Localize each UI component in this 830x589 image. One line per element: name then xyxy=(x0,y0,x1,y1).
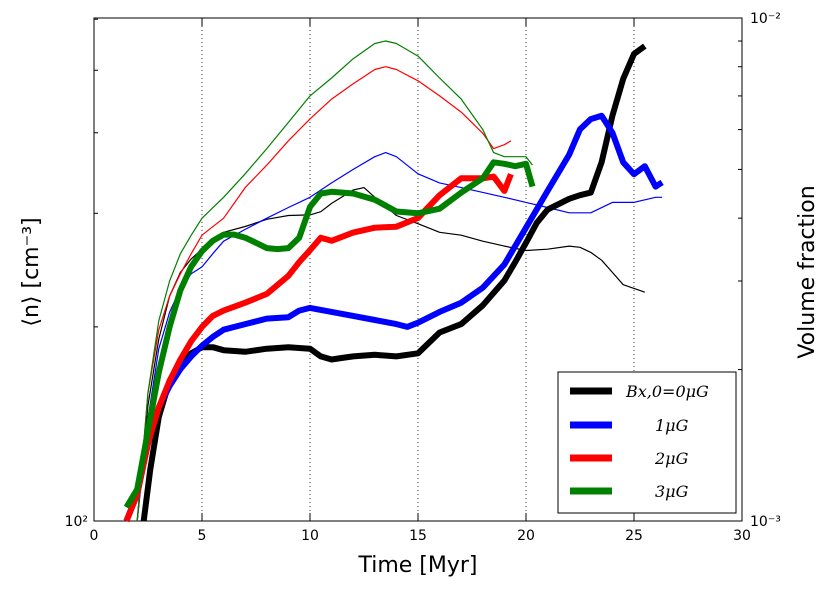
series-line-2 xyxy=(123,173,514,523)
y-right-tick-label: 10⁻³ xyxy=(750,514,781,530)
series-line-6 xyxy=(136,66,512,522)
x-tick-label: 30 xyxy=(733,528,751,544)
legend-label-2ug: 2μG xyxy=(654,449,689,468)
y-left-tick-label: 10² xyxy=(65,514,88,530)
series-line-3 xyxy=(123,159,536,509)
plot-area xyxy=(93,17,743,523)
x-tick-labels: 0 5 10 15 20 25 30 xyxy=(90,528,751,544)
legend-label-3ug: 3μG xyxy=(655,482,689,501)
series-layer xyxy=(123,40,664,523)
x-tick-label: 0 xyxy=(90,528,99,544)
legend-label-0ug: Bx,0=0μG xyxy=(625,382,709,401)
legend-label-1ug: 1μG xyxy=(655,416,689,435)
series-line-7 xyxy=(136,40,533,522)
x-tick-label: 20 xyxy=(517,528,535,544)
series-line-1 xyxy=(123,112,664,523)
y-axis-title-left: ⟨n⟩ [cm⁻³] xyxy=(19,217,44,326)
x-axis-title: Time [Myr] xyxy=(357,553,477,578)
y-right-tick-label: 10⁻² xyxy=(750,11,781,27)
x-tick-label: 5 xyxy=(198,528,207,544)
legend: Bx,0=0μG 1μG 2μG 3μG xyxy=(557,371,737,514)
x-tick-label: 10 xyxy=(301,528,319,544)
x-tick-label: 25 xyxy=(625,528,643,544)
x-tick-label: 15 xyxy=(409,528,427,544)
axis-ticks xyxy=(93,18,743,521)
y-axis-title-right: Volume fraction xyxy=(795,185,820,358)
